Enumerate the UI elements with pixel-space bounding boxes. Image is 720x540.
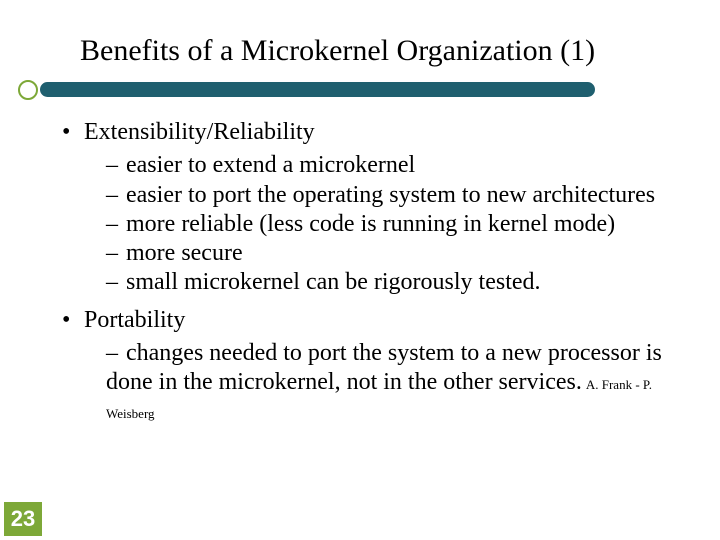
sub-item: –easier to extend a microkernel [106,151,700,180]
slide-title: Benefits of a Microkernel Organization (… [80,34,700,67]
sub-item: –changes needed to port the system to a … [106,339,700,427]
sub-item-text: more secure [126,240,243,266]
dash-marker: – [106,210,126,239]
bullet-2-label: Portability [84,307,185,333]
slide: Benefits of a Microkernel Organization (… [0,0,720,540]
bullet-1-sublist: –easier to extend a microkernel –easier … [106,151,700,297]
title-rule [40,82,595,97]
sub-item-text: more reliable (less code is running in k… [126,211,615,237]
bullet-2: •Portability [62,306,700,335]
bullet-1: •Extensibility/Reliability [62,118,700,147]
title-rule-dot [18,80,38,100]
sub-item: –more reliable (less code is running in … [106,210,700,239]
dash-marker: – [106,181,126,210]
sub-item-text: easier to port the operating system to n… [126,182,655,208]
sub-item-text: easier to extend a microkernel [126,152,415,178]
sub-item: –small microkernel can be rigorously tes… [106,268,700,297]
sub-item: –more secure [106,239,700,268]
content-area: •Extensibility/Reliability –easier to ex… [62,110,700,427]
dash-marker: – [106,268,126,297]
bullet-marker: • [62,118,84,147]
dash-marker: – [106,339,126,368]
sub-item-text: changes needed to port the system to a n… [106,340,662,395]
page-number: 23 [4,502,42,536]
bullet-2-sublist: –changes needed to port the system to a … [106,339,700,427]
dash-marker: – [106,239,126,268]
bullet-marker: • [62,306,84,335]
sub-item: –easier to port the operating system to … [106,181,700,210]
sub-item-text: small microkernel can be rigorously test… [126,269,541,295]
bullet-1-label: Extensibility/Reliability [84,119,315,145]
dash-marker: – [106,151,126,180]
